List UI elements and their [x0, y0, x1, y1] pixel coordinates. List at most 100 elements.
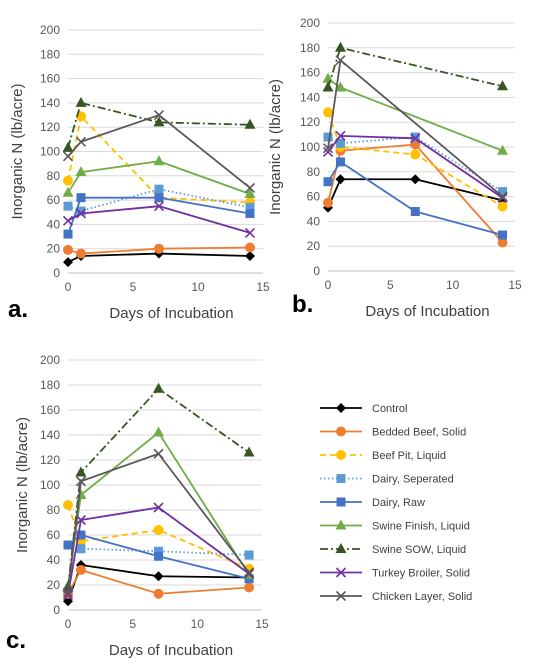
- data-point: [335, 174, 346, 185]
- data-point: [410, 132, 420, 142]
- data-point: [62, 141, 74, 152]
- x-axis-title: Days of Incubation: [109, 642, 233, 659]
- y-tick-label: 60: [47, 528, 61, 542]
- data-point: [153, 155, 165, 166]
- legend-marker: [335, 567, 347, 578]
- data-point: [244, 227, 256, 238]
- data-point: [76, 206, 86, 216]
- data-point: [154, 193, 164, 203]
- series-line: [67, 114, 251, 189]
- data-point: [153, 448, 164, 459]
- x-tick-label: 10: [191, 617, 205, 631]
- data-point: [245, 242, 255, 253]
- data-point: [62, 587, 74, 598]
- data-point: [76, 530, 86, 540]
- legend-item-dairy-raw: Dairy, Raw: [320, 497, 425, 509]
- legend-item-chicken-layer-solid: Chicken Layer, Solid: [320, 590, 472, 603]
- data-point: [153, 201, 165, 212]
- data-point: [75, 136, 87, 147]
- data-point: [335, 157, 345, 167]
- y-tick-label: 20: [47, 242, 61, 256]
- legend-marker: [336, 474, 346, 483]
- y-tick-label: 80: [47, 503, 61, 517]
- x-tick-label: 5: [129, 617, 136, 631]
- data-point: [154, 184, 164, 194]
- data-point: [322, 72, 334, 83]
- x-tick-label: 15: [508, 278, 522, 292]
- y-tick-label: 160: [40, 403, 60, 417]
- series-line: [327, 178, 503, 209]
- data-point: [244, 550, 254, 560]
- series-line: [67, 252, 251, 263]
- series-line: [67, 160, 251, 195]
- series-swine-sow-liquid: [322, 41, 509, 92]
- data-point: [62, 186, 74, 197]
- y-tick-label: 0: [53, 266, 60, 280]
- data-point: [498, 187, 508, 197]
- series-line: [67, 569, 250, 595]
- legend-label: Control: [372, 403, 407, 415]
- legend-item-control: Control: [320, 403, 407, 415]
- y-tick-label: 40: [307, 214, 321, 228]
- series-line: [67, 431, 250, 587]
- data-point: [63, 201, 73, 211]
- series-line: [67, 506, 250, 596]
- legend-marker: [336, 426, 346, 437]
- data-point: [63, 229, 73, 239]
- data-point: [153, 116, 165, 127]
- series-control: [63, 560, 255, 607]
- data-point: [244, 118, 256, 129]
- data-point: [63, 596, 73, 607]
- series-line: [327, 134, 504, 199]
- x-tick-label: 5: [387, 278, 394, 292]
- series-bedded-beef-solid: [323, 139, 508, 248]
- y-tick-label: 100: [300, 140, 320, 154]
- data-point: [323, 177, 333, 187]
- data-point: [497, 237, 508, 248]
- data-point: [63, 540, 73, 550]
- panel-letter: c.: [6, 627, 26, 654]
- y-tick-label: 180: [300, 41, 320, 55]
- data-point: [75, 476, 86, 487]
- data-point: [497, 201, 508, 212]
- legend-item-dairy-seperated: Dairy, Seperated: [320, 474, 454, 486]
- series-line: [327, 160, 503, 236]
- legend-label: Dairy, Seperated: [372, 474, 454, 486]
- data-point: [244, 582, 255, 593]
- y-tick-label: 120: [40, 453, 60, 467]
- legend-item-bedded-beef-solid: Bedded Beef, Solid: [320, 426, 466, 439]
- data-point: [335, 55, 346, 66]
- y-tick-label: 0: [313, 264, 320, 278]
- series-chicken-layer-solid: [62, 448, 255, 598]
- data-point: [245, 250, 255, 261]
- data-point: [322, 143, 334, 154]
- series-line: [327, 46, 503, 88]
- y-tick-label: 120: [40, 120, 60, 134]
- y-tick-label: 140: [40, 96, 60, 110]
- data-point: [497, 144, 509, 155]
- x-tick-label: 0: [325, 278, 332, 292]
- data-point: [153, 525, 164, 535]
- data-point: [63, 500, 73, 510]
- series-swine-finish-liquid: [62, 155, 256, 199]
- series-swine-sow-liquid: [62, 96, 256, 152]
- chart-panel-c: 0 20 40 60 80 100 120 140 160 180 200 0 5 10 15 Inorgan…: [6, 353, 269, 659]
- legend-label: Swine SOW, Liquid: [372, 544, 466, 556]
- x-axis-title: Days of Incubation: [365, 303, 489, 320]
- data-point: [153, 502, 164, 513]
- data-point: [154, 551, 164, 561]
- series-turkey-broiler-solid: [62, 201, 256, 238]
- data-point: [243, 446, 255, 457]
- data-point: [244, 188, 256, 199]
- y-tick-label: 40: [47, 217, 61, 231]
- series-line: [327, 111, 503, 208]
- x-tick-label: 15: [255, 617, 269, 631]
- legend-label: Bedded Beef, Solid: [372, 427, 466, 439]
- legend-label: Turkey Broiler, Solid: [372, 568, 470, 580]
- data-point: [497, 191, 508, 202]
- chart-panel-b: 0 20 40 60 80 100 120 140 160 180 200 0 5 10 15 Inorgan…: [267, 16, 522, 320]
- data-point: [63, 244, 73, 255]
- legend-item-swine-sow-liquid: Swine SOW, Liquid: [320, 543, 466, 556]
- series-chicken-layer-solid: [62, 109, 256, 194]
- panel-letter: b.: [292, 291, 313, 318]
